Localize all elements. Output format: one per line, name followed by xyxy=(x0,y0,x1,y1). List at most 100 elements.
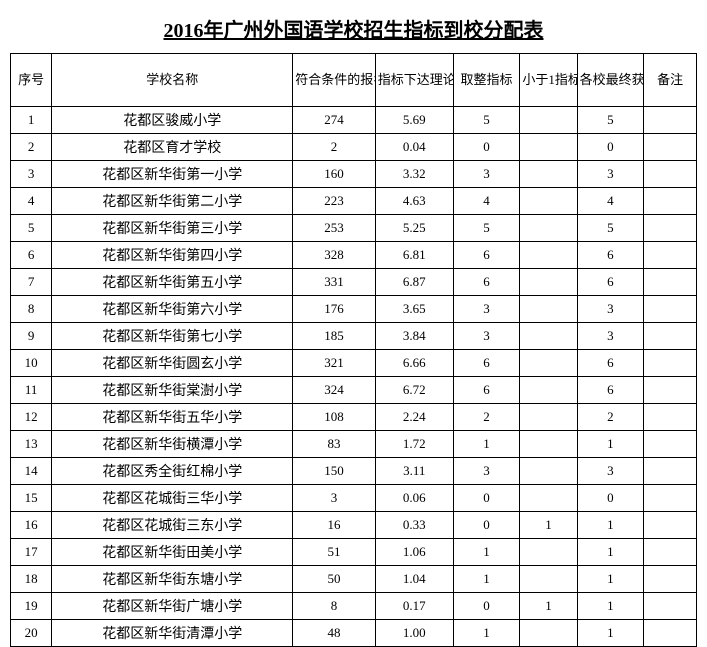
cell-count: 321 xyxy=(293,350,376,377)
table-row: 16花都区花城街三东小学160.33011 xyxy=(11,512,697,539)
cell-theory: 6.72 xyxy=(375,377,453,404)
cell-lt1 xyxy=(520,188,577,215)
cell-count: 324 xyxy=(293,377,376,404)
cell-index: 10 xyxy=(11,350,52,377)
col-index: 序号 xyxy=(11,54,52,107)
cell-round: 3 xyxy=(453,296,520,323)
cell-count: 50 xyxy=(293,566,376,593)
cell-lt1 xyxy=(520,404,577,431)
cell-round: 6 xyxy=(453,242,520,269)
cell-count: 331 xyxy=(293,269,376,296)
cell-count: 51 xyxy=(293,539,376,566)
cell-round: 6 xyxy=(453,269,520,296)
cell-name: 花都区新华街第七小学 xyxy=(52,323,293,350)
cell-index: 1 xyxy=(11,107,52,134)
cell-count: 8 xyxy=(293,593,376,620)
cell-name: 花都区新华街第五小学 xyxy=(52,269,293,296)
cell-lt1 xyxy=(520,296,577,323)
cell-index: 15 xyxy=(11,485,52,512)
col-lt1: 小于1指标 xyxy=(520,54,577,107)
table-row: 8花都区新华街第六小学1763.6533 xyxy=(11,296,697,323)
cell-theory: 6.81 xyxy=(375,242,453,269)
cell-count: 2 xyxy=(293,134,376,161)
cell-remark xyxy=(644,242,697,269)
cell-count: 274 xyxy=(293,107,376,134)
cell-round: 6 xyxy=(453,350,520,377)
cell-name: 花都区花城街三东小学 xyxy=(52,512,293,539)
cell-lt1 xyxy=(520,134,577,161)
table-row: 15花都区花城街三华小学30.0600 xyxy=(11,485,697,512)
col-round: 取整指标 xyxy=(453,54,520,107)
cell-name: 花都区新华街五华小学 xyxy=(52,404,293,431)
cell-count: 160 xyxy=(293,161,376,188)
cell-theory: 3.84 xyxy=(375,323,453,350)
cell-lt1 xyxy=(520,377,577,404)
cell-remark xyxy=(644,566,697,593)
cell-round: 1 xyxy=(453,620,520,647)
cell-remark xyxy=(644,134,697,161)
cell-count: 83 xyxy=(293,431,376,458)
cell-name: 花都区秀全街红棉小学 xyxy=(52,458,293,485)
table-row: 14花都区秀全街红棉小学1503.1133 xyxy=(11,458,697,485)
cell-final: 2 xyxy=(577,404,644,431)
cell-remark xyxy=(644,404,697,431)
cell-count: 3 xyxy=(293,485,376,512)
cell-count: 16 xyxy=(293,512,376,539)
cell-final: 6 xyxy=(577,377,644,404)
cell-theory: 0.17 xyxy=(375,593,453,620)
cell-name: 花都区新华街东塘小学 xyxy=(52,566,293,593)
cell-lt1 xyxy=(520,620,577,647)
cell-theory: 1.04 xyxy=(375,566,453,593)
cell-index: 19 xyxy=(11,593,52,620)
table-row: 18花都区新华街东塘小学501.0411 xyxy=(11,566,697,593)
cell-round: 5 xyxy=(453,215,520,242)
cell-round: 2 xyxy=(453,404,520,431)
cell-theory: 4.63 xyxy=(375,188,453,215)
cell-lt1 xyxy=(520,323,577,350)
cell-index: 18 xyxy=(11,566,52,593)
cell-name: 花都区育才学校 xyxy=(52,134,293,161)
cell-index: 17 xyxy=(11,539,52,566)
col-theory: 指标下达理论数 xyxy=(375,54,453,107)
cell-remark xyxy=(644,161,697,188)
cell-final: 1 xyxy=(577,620,644,647)
cell-final: 6 xyxy=(577,350,644,377)
cell-index: 16 xyxy=(11,512,52,539)
cell-round: 0 xyxy=(453,512,520,539)
table-row: 12花都区新华街五华小学1082.2422 xyxy=(11,404,697,431)
cell-name: 花都区新华街第六小学 xyxy=(52,296,293,323)
cell-remark xyxy=(644,431,697,458)
cell-theory: 0.33 xyxy=(375,512,453,539)
cell-index: 6 xyxy=(11,242,52,269)
cell-name: 花都区新华街第三小学 xyxy=(52,215,293,242)
cell-name: 花都区新华街广塘小学 xyxy=(52,593,293,620)
cell-lt1: 1 xyxy=(520,512,577,539)
cell-final: 0 xyxy=(577,134,644,161)
cell-lt1 xyxy=(520,242,577,269)
cell-final: 3 xyxy=(577,161,644,188)
cell-remark xyxy=(644,269,697,296)
cell-name: 花都区新华街第四小学 xyxy=(52,242,293,269)
cell-name: 花都区花城街三华小学 xyxy=(52,485,293,512)
cell-name: 花都区新华街田美小学 xyxy=(52,539,293,566)
table-row: 3花都区新华街第一小学1603.3233 xyxy=(11,161,697,188)
col-final: 各校最终获得指标数 xyxy=(577,54,644,107)
cell-index: 4 xyxy=(11,188,52,215)
cell-name: 花都区新华街圆玄小学 xyxy=(52,350,293,377)
cell-name: 花都区新华街清潭小学 xyxy=(52,620,293,647)
cell-final: 1 xyxy=(577,566,644,593)
cell-round: 0 xyxy=(453,593,520,620)
table-row: 2花都区育才学校20.0400 xyxy=(11,134,697,161)
cell-remark xyxy=(644,350,697,377)
table-row: 6花都区新华街第四小学3286.8166 xyxy=(11,242,697,269)
cell-lt1 xyxy=(520,107,577,134)
cell-theory: 1.06 xyxy=(375,539,453,566)
cell-index: 13 xyxy=(11,431,52,458)
cell-remark xyxy=(644,593,697,620)
cell-index: 12 xyxy=(11,404,52,431)
table-header-row: 序号 学校名称 符合条件的报名总人数 指标下达理论数 取整指标 小于1指标 各校… xyxy=(11,54,697,107)
col-name: 学校名称 xyxy=(52,54,293,107)
cell-lt1 xyxy=(520,485,577,512)
cell-round: 0 xyxy=(453,134,520,161)
table-row: 7花都区新华街第五小学3316.8766 xyxy=(11,269,697,296)
